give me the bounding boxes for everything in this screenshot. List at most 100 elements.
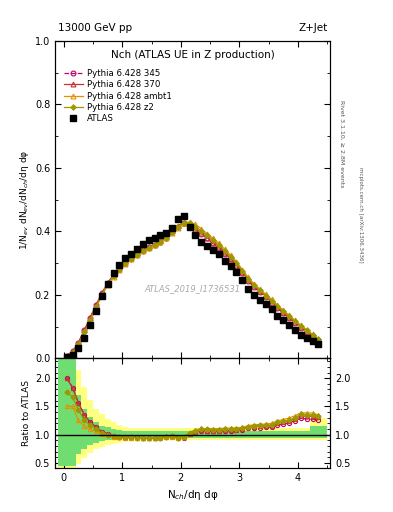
Pythia 6.428 345 (170, 229, 174, 235)
Pythia 6.428 345 (299, 325, 303, 331)
ATLAS (211, 247, 215, 253)
Pythia 6.428 345 (70, 348, 75, 354)
ATLAS (287, 322, 292, 328)
ATLAS (269, 306, 274, 312)
ATLAS (217, 251, 221, 258)
ATLAS (310, 338, 315, 344)
ATLAS (182, 213, 186, 219)
Pythia 6.428 z2 (170, 229, 174, 235)
Pythia 6.428 z2 (257, 287, 262, 293)
Pythia 6.428 z2 (299, 323, 303, 329)
Pythia 6.428 ambt1 (257, 286, 262, 292)
Pythia 6.428 370 (82, 327, 86, 333)
Pythia 6.428 ambt1 (135, 252, 140, 258)
ATLAS (228, 263, 233, 269)
Line: ATLAS: ATLAS (64, 213, 321, 360)
Pythia 6.428 z2 (310, 332, 315, 338)
Pythia 6.428 z2 (269, 297, 274, 304)
Pythia 6.428 370 (263, 293, 268, 299)
Pythia 6.428 345 (64, 353, 69, 359)
Pythia 6.428 ambt1 (269, 296, 274, 303)
Pythia 6.428 370 (217, 244, 221, 250)
Pythia 6.428 370 (240, 269, 245, 275)
Pythia 6.428 370 (111, 272, 116, 279)
Pythia 6.428 ambt1 (246, 274, 250, 281)
Line: Pythia 6.428 ambt1: Pythia 6.428 ambt1 (64, 220, 321, 359)
Pythia 6.428 ambt1 (146, 245, 151, 251)
Pythia 6.428 345 (146, 244, 151, 250)
Pythia 6.428 370 (316, 336, 321, 343)
Y-axis label: Ratio to ATLAS: Ratio to ATLAS (22, 380, 31, 446)
Pythia 6.428 370 (182, 220, 186, 226)
ATLAS (158, 232, 163, 238)
Pythia 6.428 345 (129, 255, 134, 262)
Pythia 6.428 z2 (105, 281, 110, 287)
Pythia 6.428 z2 (146, 245, 151, 251)
Pythia 6.428 370 (129, 255, 134, 262)
Pythia 6.428 370 (94, 302, 98, 308)
Pythia 6.428 370 (170, 228, 174, 234)
Text: 13000 GeV pp: 13000 GeV pp (58, 23, 132, 33)
ATLAS (293, 327, 298, 333)
Pythia 6.428 370 (228, 255, 233, 262)
ATLAS (252, 292, 256, 298)
Pythia 6.428 ambt1 (316, 336, 321, 342)
Pythia 6.428 345 (287, 315, 292, 321)
Pythia 6.428 370 (257, 288, 262, 294)
Y-axis label: 1/N$_{ev}$ dN$_{ev}$/dN$_{ch}$/dη dφ: 1/N$_{ev}$ dN$_{ev}$/dN$_{ch}$/dη dφ (18, 150, 31, 250)
Pythia 6.428 345 (304, 329, 309, 335)
Pythia 6.428 345 (117, 266, 122, 272)
Pythia 6.428 ambt1 (88, 319, 92, 325)
ATLAS (146, 237, 151, 243)
Pythia 6.428 ambt1 (287, 312, 292, 318)
Pythia 6.428 z2 (293, 318, 298, 324)
Pythia 6.428 345 (182, 221, 186, 227)
Pythia 6.428 z2 (70, 349, 75, 355)
ATLAS (275, 312, 280, 318)
Pythia 6.428 ambt1 (263, 291, 268, 297)
Pythia 6.428 345 (88, 315, 92, 321)
Pythia 6.428 ambt1 (199, 226, 204, 232)
Pythia 6.428 370 (293, 319, 298, 325)
ATLAS (199, 239, 204, 245)
ATLAS (222, 258, 227, 264)
Pythia 6.428 z2 (99, 292, 104, 298)
Pythia 6.428 345 (293, 320, 298, 326)
Pythia 6.428 ambt1 (76, 343, 81, 349)
Pythia 6.428 z2 (263, 292, 268, 298)
Pythia 6.428 ambt1 (234, 259, 239, 265)
Pythia 6.428 ambt1 (211, 236, 215, 242)
Pythia 6.428 345 (222, 250, 227, 257)
ATLAS (193, 232, 198, 238)
Pythia 6.428 370 (158, 238, 163, 244)
ATLAS (263, 302, 268, 308)
Pythia 6.428 ambt1 (228, 252, 233, 259)
Pythia 6.428 ambt1 (164, 236, 169, 242)
Pythia 6.428 370 (222, 250, 227, 256)
ATLAS (281, 317, 286, 324)
Pythia 6.428 345 (82, 327, 86, 333)
Pythia 6.428 z2 (135, 251, 140, 258)
Pythia 6.428 345 (176, 224, 180, 230)
Pythia 6.428 ambt1 (152, 242, 157, 248)
Pythia 6.428 z2 (193, 224, 198, 230)
Pythia 6.428 370 (76, 339, 81, 346)
Pythia 6.428 z2 (211, 237, 215, 243)
Pythia 6.428 370 (152, 241, 157, 247)
Pythia 6.428 ambt1 (222, 246, 227, 252)
Pythia 6.428 ambt1 (275, 302, 280, 308)
Pythia 6.428 ambt1 (140, 248, 145, 254)
Pythia 6.428 370 (287, 314, 292, 320)
Text: Rivet 3.1.10, ≥ 2.8M events: Rivet 3.1.10, ≥ 2.8M events (339, 100, 344, 187)
Pythia 6.428 370 (164, 234, 169, 240)
Pythia 6.428 370 (246, 276, 250, 283)
Pythia 6.428 345 (263, 294, 268, 301)
ATLAS (304, 335, 309, 341)
Pythia 6.428 345 (76, 339, 81, 346)
Text: mcplots.cern.ch [arXiv:1306.3436]: mcplots.cern.ch [arXiv:1306.3436] (358, 167, 363, 263)
Pythia 6.428 345 (234, 263, 239, 269)
ATLAS (129, 250, 134, 257)
Pythia 6.428 370 (299, 324, 303, 330)
ATLAS (111, 270, 116, 276)
Pythia 6.428 370 (146, 244, 151, 250)
